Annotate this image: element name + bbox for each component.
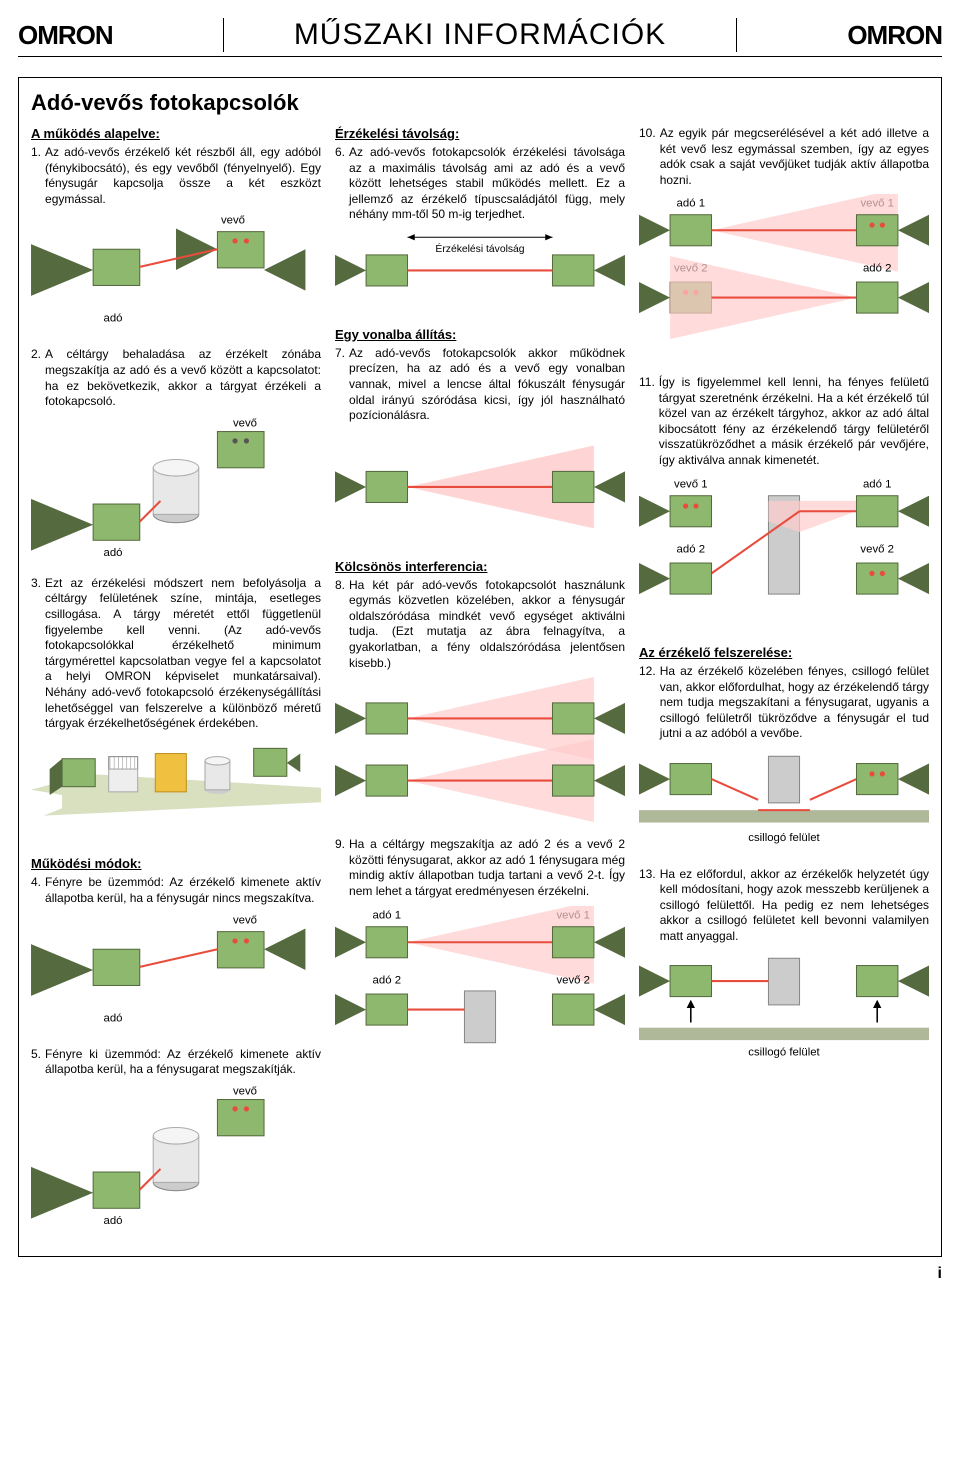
header-title: MŰSZAKI INFORMÁCIÓK <box>223 18 737 52</box>
svg-text:csillogó felület: csillogó felület <box>748 832 820 844</box>
item-2-text: A céltárgy behaladása az érzékelt zónába… <box>45 347 321 409</box>
item-5: 5. Fényre ki üzemmód: Az érzékelő kimene… <box>31 1047 321 1078</box>
diagram-7 <box>335 430 625 547</box>
item-11-num: 11. <box>639 375 655 469</box>
item-3-num: 3. <box>31 576 41 732</box>
item-2: 2. A céltárgy behaladása az érzékelt zón… <box>31 347 321 409</box>
diagram-2: adó vevő <box>31 416 321 564</box>
section-title: Adó-vevős fotokapcsolók <box>31 90 929 116</box>
item-8-num: 8. <box>335 578 345 672</box>
svg-text:adó 2: adó 2 <box>863 263 891 275</box>
svg-text:adó: adó <box>104 1215 123 1227</box>
logo-left: OMRON <box>18 20 113 51</box>
item-11: 11. Így is figyelemmel kell lenni, ha fé… <box>639 375 929 469</box>
svg-text:adó: adó <box>104 547 123 559</box>
item-7-num: 7. <box>335 346 345 424</box>
diagram-8 <box>335 677 625 825</box>
svg-text:adó: adó <box>104 1012 123 1024</box>
item-12: 12. Ha az érzékelő közelében fényes, csi… <box>639 664 929 742</box>
item-12-num: 12. <box>639 664 656 742</box>
item-9-text: Ha a céltárgy megszakítja az adó 2 és a … <box>349 837 625 899</box>
item-12-text: Ha az érzékelő közelében fényes, csillog… <box>660 664 929 742</box>
svg-text:vevő 2: vevő 2 <box>556 974 590 986</box>
svg-text:adó 2: adó 2 <box>373 974 401 986</box>
diagram-5: adó vevő <box>31 1084 321 1232</box>
svg-text:adó 2: adó 2 <box>677 543 705 555</box>
item-5-text: Fényre ki üzemmód: Az érzékelő kimenete … <box>45 1047 321 1078</box>
principle-heading: A működés alapelve: <box>31 126 321 141</box>
main-section: Adó-vevős fotokapcsolók A működés alapel… <box>18 77 942 1257</box>
item-5-num: 5. <box>31 1047 41 1078</box>
svg-text:vevő 1: vevő 1 <box>674 478 708 490</box>
column-3: 10. Az egyik pár megcserélésével a két a… <box>639 126 929 1244</box>
svg-text:csillogó felület: csillogó felület <box>748 1047 820 1059</box>
mounting-heading: Az érzékelő felszerelése: <box>639 645 929 660</box>
svg-text:adó 1: adó 1 <box>863 478 891 490</box>
item-1-text: Az adó-vevős érzékelő két részből áll, e… <box>45 145 321 207</box>
svg-text:adó 1: adó 1 <box>677 198 705 210</box>
item-10: 10. Az egyik pár megcserélésével a két a… <box>639 126 929 188</box>
item-2-num: 2. <box>31 347 41 409</box>
item-3-text: Ezt az érzékelési módszert nem befolyáso… <box>45 576 321 732</box>
columns: A működés alapelve: 1. Az adó-vevős érzé… <box>31 126 929 1244</box>
svg-text:vevő 2: vevő 2 <box>860 543 894 555</box>
item-1-num: 1. <box>31 145 41 207</box>
svg-text:vevő: vevő <box>233 1085 257 1097</box>
item-6: 6. Az adó-vevős fotokapcsolók érzékelési… <box>335 145 625 223</box>
svg-text:adó 1: adó 1 <box>373 909 401 921</box>
item-6-num: 6. <box>335 145 345 223</box>
column-1: A működés alapelve: 1. Az adó-vevős érzé… <box>31 126 321 1244</box>
diagram-13: csillogó felület <box>639 950 929 1067</box>
interference-heading: Kölcsönös interferencia: <box>335 559 625 574</box>
item-13-text: Ha ez előfordul, akkor az érzékelők hely… <box>660 867 929 945</box>
svg-text:Érzékelési távolság: Érzékelési távolság <box>435 242 524 255</box>
label-emitter: adó <box>104 313 123 325</box>
item-10-text: Az egyik pár megcserélésével a két adó i… <box>660 126 929 188</box>
diagram-9: adó 1 vevő 1 adó 2 vevő 2 <box>335 906 625 1075</box>
modes-heading: Működési módok: <box>31 856 321 871</box>
item-6-text: Az adó-vevős fotokapcsolók érzékelési tá… <box>349 145 625 223</box>
item-8: 8. Ha két pár adó-vevős fotokapcsolót ha… <box>335 578 625 672</box>
item-13: 13. Ha ez előfordul, akkor az érzékelők … <box>639 867 929 945</box>
diagram-1: vevő adó <box>31 213 321 335</box>
item-9-num: 9. <box>335 837 345 899</box>
page-header: OMRON MŰSZAKI INFORMÁCIÓK OMRON <box>18 18 942 57</box>
item-8-text: Ha két pár adó-vevős fotokapcsolót haszn… <box>349 578 625 672</box>
item-13-num: 13. <box>639 867 656 945</box>
label-receiver: vevő <box>221 215 245 227</box>
logo-right: OMRON <box>847 20 942 51</box>
diagram-11: vevő 1 adó 1 adó 2 vevő 2 <box>639 475 929 633</box>
item-1: 1. Az adó-vevős érzékelő két részből áll… <box>31 145 321 207</box>
diagram-10: adó 1 vevő 1 vevő 2 adó 2 <box>639 194 929 363</box>
item-4-num: 4. <box>31 875 41 906</box>
item-9: 9. Ha a céltárgy megszakítja az adó 2 és… <box>335 837 625 899</box>
item-4-text: Fényre be üzemmód: Az érzékelő kimenete … <box>45 875 321 906</box>
item-7-text: Az adó-vevős fotokapcsolók akkor működne… <box>349 346 625 424</box>
item-3: 3. Ezt az érzékelési módszert nem befoly… <box>31 576 321 732</box>
item-10-num: 10. <box>639 126 656 188</box>
column-2: Érzékelési távolság: 6. Az adó-vevős fot… <box>335 126 625 1244</box>
svg-text:vevő: vevő <box>233 914 257 926</box>
item-11-text: Így is figyelemmel kell lenni, ha fényes… <box>659 375 929 469</box>
item-7: 7. Az adó-vevős fotokapcsolók akkor műkö… <box>335 346 625 424</box>
diagram-4: vevő adó <box>31 913 321 1035</box>
diagram-12: csillogó felület <box>639 748 929 855</box>
page-number: i <box>18 1265 942 1283</box>
alignment-heading: Egy vonalba állítás: <box>335 327 625 342</box>
item-4: 4. Fényre be üzemmód: Az érzékelő kimene… <box>31 875 321 906</box>
diagram-6: Érzékelési távolság <box>335 229 625 315</box>
diagram-3 <box>31 738 321 845</box>
sensing-heading: Érzékelési távolság: <box>335 126 625 141</box>
svg-text:vevő: vevő <box>233 417 257 429</box>
